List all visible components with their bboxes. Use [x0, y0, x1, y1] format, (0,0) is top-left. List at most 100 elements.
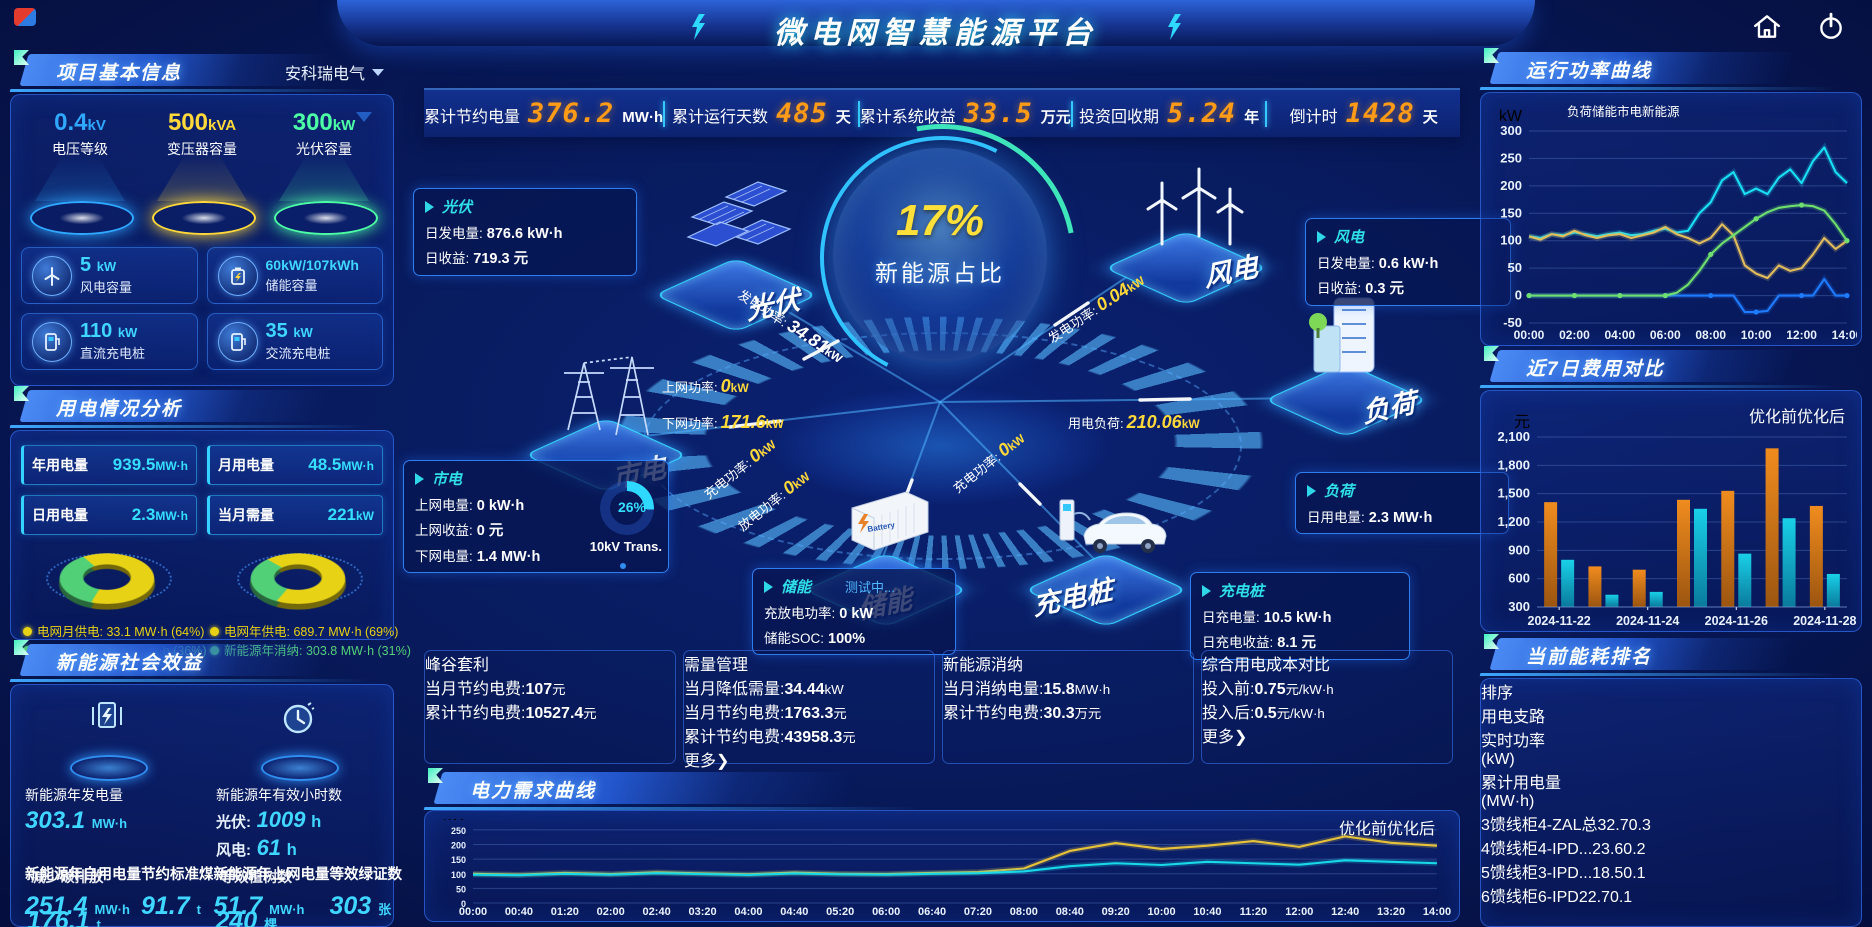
- panel-title: 项目基本信息: [56, 63, 183, 84]
- svg-text:1,500: 1,500: [1497, 486, 1530, 501]
- flow-label: 上网功率:: [662, 380, 718, 395]
- svg-text:100: 100: [451, 870, 466, 880]
- pedestal-label: 变压器容量: [167, 141, 237, 157]
- svg-text:300: 300: [1508, 599, 1530, 614]
- chevron-right-icon: [764, 580, 773, 593]
- capacity-cards: 5 kW 风电容量 60kW/107kWh 储能容量 110 kW 直流充电桩 …: [21, 247, 383, 370]
- company-select[interactable]: 安科瑞电气: [285, 60, 384, 84]
- capacity-pedestal: 500kVA 变压器容量: [143, 109, 261, 239]
- panel-title: 当前能耗排名: [1526, 647, 1653, 668]
- legend-value: 303.8 MW·h (31%): [305, 644, 411, 658]
- branch-name: 馈线柜4-IPD...: [1489, 841, 1593, 858]
- panel-corner-icon: [14, 640, 29, 655]
- legend-label: 电网月供电:: [37, 625, 103, 639]
- legend-value: 689.7 MW·h (69%): [293, 625, 399, 639]
- light-cone: [35, 153, 125, 201]
- usage-stat-label: 当月需量: [218, 507, 274, 523]
- flow-value: 210.06: [1126, 412, 1182, 432]
- legend-item-优化前[interactable]: 优化前: [1748, 409, 1797, 426]
- ev-charger-icon: [1059, 499, 1167, 553]
- benefit-sub-value: 251.4 MW·h: [25, 892, 130, 920]
- svg-text:1,800: 1,800: [1497, 457, 1530, 472]
- demand-chart-legend: 优化前优化后: [1339, 815, 1435, 839]
- svg-text:元: 元: [1514, 414, 1530, 431]
- svg-text:02:00: 02:00: [597, 906, 625, 918]
- svg-text:10:40: 10:40: [1193, 906, 1221, 918]
- legend-value: 33.1 MW·h (64%): [106, 625, 205, 639]
- power-icon[interactable]: [1816, 12, 1846, 42]
- info-box-row: 下网电量: 1.4 MW·h: [415, 549, 541, 565]
- svg-text:08:40: 08:40: [1056, 906, 1084, 918]
- month-supply-donut: [32, 539, 182, 611]
- table-row[interactable]: 4馈线柜4-IPD...23.60.2: [1481, 835, 1861, 859]
- stat-unit: 天: [1422, 109, 1438, 126]
- benefit-subitem: 等效绿证数 303 张: [330, 863, 403, 927]
- rank-badge: 4: [1481, 841, 1490, 858]
- panel-cost-compare: 近7日费用对比 优化前优化后 2,100 1,800 1,500 1,200 900 60…: [1480, 346, 1862, 632]
- benefit-sub-label: 等效绿证数: [329, 867, 403, 883]
- flow-value: 171.6: [720, 412, 766, 432]
- card-label: 风电容量: [80, 280, 133, 295]
- home-icon[interactable]: [1752, 12, 1782, 42]
- svg-text:200: 200: [451, 841, 466, 851]
- legend-item-负荷[interactable]: 负荷: [1567, 105, 1593, 119]
- benefit-sub-value: 303 张: [329, 892, 392, 920]
- stat-value: 1428: [1345, 98, 1415, 129]
- kpi-title: 新能源消纳: [943, 657, 1024, 674]
- benefit-subitem: 新能源年上网电量 等效植树数 51.7 MW·h 240 棵: [214, 863, 330, 927]
- rank-badge: 3: [1481, 817, 1490, 834]
- chevron-right-icon: [1307, 484, 1316, 497]
- panel-title: 近7日费用对比: [1526, 359, 1665, 380]
- svg-text:600: 600: [1508, 571, 1530, 586]
- info-box-title: 市电: [415, 468, 657, 489]
- flow-label-4: 用电负荷: 210.06kW: [1068, 412, 1200, 433]
- svg-text:11:20: 11:20: [1240, 906, 1268, 918]
- legend-item-优化前[interactable]: 优化前: [1338, 821, 1387, 838]
- kpi-row-item: 当月消纳电量:15.8MW·h: [943, 681, 1111, 698]
- ranking-table-rows: 3馈线柜4-ZAL总32.70.3 4馈线柜4-IPD...23.60.2 5馈线柜…: [1481, 811, 1861, 907]
- flow-label-3: 下网功率: 171.6kW: [662, 412, 784, 433]
- info-box-光伏: 光伏 日发电量: 876.6 kW·h 日收益: 719.3 元: [413, 188, 637, 276]
- more-button[interactable]: 更多❯: [1202, 729, 1248, 746]
- benefit-value: 光伏: 1009 h: [216, 807, 322, 832]
- info-box-储能: 储能 测试中... 充放电功率: 0 kW 储能SOC: 100%: [752, 568, 956, 655]
- legend-item-优化后[interactable]: 优化后: [1796, 409, 1845, 426]
- legend-item-储能[interactable]: 储能: [1592, 105, 1618, 119]
- table-row[interactable]: 3馈线柜4-ZAL总32.70.3: [1481, 811, 1861, 835]
- wind-turbine-icon: [32, 255, 72, 296]
- info-box-row: 日发电量: 876.6 kW·h: [425, 226, 563, 242]
- battery-container-icon: Battery: [851, 491, 929, 551]
- card-label: 直流充电桩: [80, 346, 146, 361]
- stat-separator: [1070, 100, 1073, 127]
- benefit-sub-label: 新能源年上网电量: [213, 867, 330, 883]
- capacity-card: 60kW/107kWh 储能容量: [206, 247, 383, 304]
- svg-text:200: 200: [1500, 178, 1522, 193]
- realtime-power: 32.7: [1597, 817, 1629, 834]
- legend-label: 电网年供电:: [224, 625, 290, 639]
- legend-item-新能源[interactable]: 新能源: [1642, 105, 1680, 119]
- stat-label: 倒计时: [1289, 109, 1338, 126]
- cost-chart: 2,100 1,800 1,500 1,200 900 600 300 元 2024-11-22…: [1497, 414, 1856, 628]
- more-button[interactable]: 更多❯: [684, 753, 730, 770]
- capacity-pedestal: 0.4kV 电压等级: [21, 109, 139, 239]
- info-box-row: 日充电收益: 8.1 元: [1202, 635, 1316, 651]
- table-row[interactable]: 5馈线柜3-IPD...18.50.1: [1481, 859, 1861, 883]
- capacity-pedestals: 0.4kV 电压等级 500kVA 变压器容量 300kW 光伏容量: [19, 109, 385, 239]
- usage-stat-value: 2.3MW·h: [131, 505, 188, 524]
- glow-ring: [152, 201, 256, 235]
- legend-item-优化后[interactable]: 优化后: [1386, 821, 1435, 838]
- panel-title: 电力需求曲线: [470, 781, 597, 802]
- new-energy-percentage-label: 新能源占比: [875, 260, 1005, 286]
- benefit-subitems: 新能源年自用电量 减少碳排放 251.4 MW·h 176.1 t 节约标准煤 91.7 …: [25, 863, 402, 927]
- svg-text:2024-11-22: 2024-11-22: [1528, 614, 1591, 628]
- legend-item-市电[interactable]: 市电: [1617, 105, 1643, 119]
- info-box-row: 日用电量: 2.3 MW·h: [1307, 510, 1433, 526]
- svg-text:01:20: 01:20: [551, 906, 579, 918]
- table-row[interactable]: 6馈线柜6-IPD22.70.1: [1481, 883, 1861, 907]
- chevron-down-icon: [372, 68, 384, 76]
- app-logo: [14, 8, 36, 26]
- panel-power-curve: 运行功率曲线 负荷储能市电新能源 300 250 200 150 100 50 0 -50 kW…: [1480, 48, 1862, 346]
- chevron-down-icon: [356, 112, 372, 122]
- building-icon: [1309, 297, 1375, 373]
- info-box-row: 充放电功率: 0 kW: [764, 606, 874, 622]
